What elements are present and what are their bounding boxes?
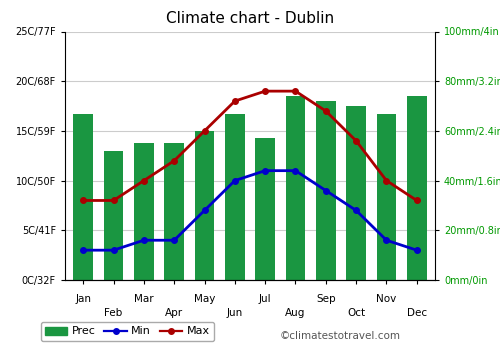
Text: ©climatestotravel.com: ©climatestotravel.com (280, 331, 401, 341)
Bar (225, 113, 244, 280)
Bar (134, 144, 154, 280)
Text: Jan: Jan (75, 294, 91, 304)
Bar (194, 131, 214, 280)
Text: Sep: Sep (316, 294, 336, 304)
Bar (316, 101, 336, 280)
Title: Climate chart - Dublin: Climate chart - Dublin (166, 11, 334, 26)
Bar (256, 138, 275, 280)
Text: Aug: Aug (286, 308, 306, 318)
Bar (286, 96, 306, 280)
Legend: Prec, Min, Max: Prec, Min, Max (40, 322, 214, 341)
Text: Oct: Oct (347, 308, 365, 318)
Bar (407, 96, 426, 280)
Bar (346, 106, 366, 280)
Text: Mar: Mar (134, 294, 154, 304)
Text: Apr: Apr (165, 308, 183, 318)
Bar (376, 113, 396, 280)
Text: Jul: Jul (259, 294, 272, 304)
Text: Feb: Feb (104, 308, 122, 318)
Bar (74, 113, 93, 280)
Text: Dec: Dec (406, 308, 427, 318)
Text: Jun: Jun (226, 308, 243, 318)
Bar (104, 151, 124, 280)
Text: May: May (194, 294, 215, 304)
Bar (164, 144, 184, 280)
Text: Nov: Nov (376, 294, 396, 304)
